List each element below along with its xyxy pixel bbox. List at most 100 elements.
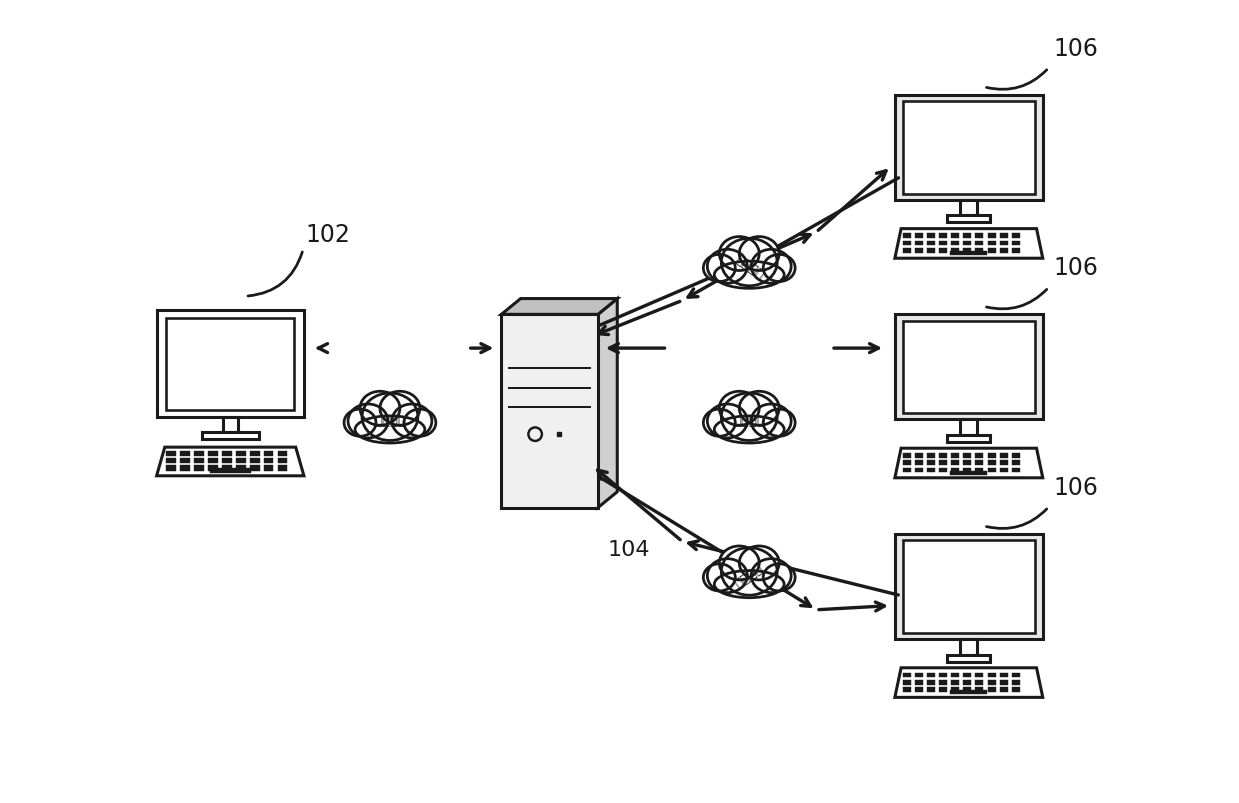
Bar	[927, 234, 935, 238]
Bar	[975, 468, 984, 473]
Bar	[948, 654, 990, 662]
Bar	[181, 459, 190, 463]
Text: 网络连接: 网络连接	[732, 561, 766, 590]
Bar	[987, 673, 996, 678]
Ellipse shape	[751, 559, 792, 593]
Bar	[264, 466, 274, 471]
Ellipse shape	[721, 393, 777, 441]
Bar	[202, 432, 259, 439]
Bar	[963, 234, 971, 238]
Bar	[1012, 249, 1020, 254]
Ellipse shape	[704, 564, 735, 591]
Bar	[952, 673, 959, 678]
Bar	[952, 687, 959, 692]
Ellipse shape	[740, 237, 779, 271]
Bar	[1012, 454, 1020, 458]
Bar	[1000, 454, 1007, 458]
Text: 网络连接: 网络连接	[732, 252, 766, 281]
Bar	[1012, 680, 1020, 685]
Bar	[939, 234, 947, 238]
Bar	[952, 242, 959, 247]
Bar	[975, 687, 984, 692]
Bar	[914, 461, 923, 466]
Bar	[1000, 249, 1007, 254]
Bar	[250, 451, 259, 456]
Bar	[195, 459, 204, 463]
Bar	[156, 311, 304, 418]
Bar	[963, 242, 971, 247]
Polygon shape	[598, 300, 617, 508]
Text: 网络连接: 网络连接	[733, 415, 766, 428]
Bar	[952, 468, 959, 473]
Bar	[278, 451, 287, 456]
Bar	[939, 680, 947, 685]
Ellipse shape	[763, 410, 795, 437]
Bar	[166, 451, 176, 456]
Bar	[166, 459, 176, 463]
Bar	[222, 451, 232, 456]
Ellipse shape	[404, 410, 436, 437]
Bar	[903, 687, 911, 692]
Bar	[963, 249, 971, 254]
Bar	[1012, 461, 1020, 466]
Bar	[952, 461, 959, 466]
Bar	[927, 673, 935, 678]
FancyArrowPatch shape	[248, 253, 302, 296]
Ellipse shape	[751, 250, 792, 284]
Bar	[939, 673, 947, 678]
Bar	[208, 466, 218, 471]
Bar	[235, 466, 245, 471]
Bar	[166, 466, 176, 471]
Bar	[235, 459, 245, 463]
Bar	[914, 234, 923, 238]
Ellipse shape	[721, 239, 777, 287]
Bar	[927, 249, 935, 254]
Bar	[914, 468, 923, 473]
Bar	[987, 454, 996, 458]
Bar	[963, 673, 971, 678]
FancyArrowPatch shape	[986, 71, 1047, 90]
Ellipse shape	[715, 416, 784, 443]
Text: 网络连接: 网络连接	[374, 415, 406, 428]
Bar	[987, 461, 996, 466]
Bar	[1012, 468, 1020, 473]
Bar	[1000, 468, 1007, 473]
Bar	[903, 468, 911, 473]
Ellipse shape	[715, 262, 784, 289]
Bar	[960, 639, 978, 654]
Bar	[950, 252, 987, 256]
Bar	[1000, 461, 1007, 466]
Polygon shape	[895, 668, 1043, 698]
Bar	[987, 249, 996, 254]
Bar	[987, 687, 996, 692]
Bar	[950, 471, 987, 475]
Bar	[1012, 242, 1020, 247]
Bar	[975, 242, 984, 247]
Bar	[975, 454, 984, 458]
Bar	[223, 418, 238, 432]
Bar	[914, 242, 923, 247]
Bar	[952, 249, 959, 254]
Bar	[927, 242, 935, 247]
Bar	[264, 451, 274, 456]
Bar	[963, 687, 971, 692]
Bar	[975, 249, 984, 254]
Bar	[1012, 687, 1020, 692]
Bar	[181, 466, 190, 471]
Bar	[903, 461, 911, 466]
Bar	[948, 435, 990, 442]
Bar	[195, 451, 204, 456]
Bar	[927, 454, 935, 458]
Ellipse shape	[356, 416, 425, 443]
Bar	[914, 680, 923, 685]
Ellipse shape	[720, 392, 760, 426]
Bar	[914, 249, 923, 254]
Text: 102: 102	[305, 223, 349, 247]
Bar	[963, 454, 971, 458]
Bar	[948, 216, 990, 223]
Bar	[166, 319, 294, 410]
Bar	[209, 469, 250, 473]
Bar	[895, 96, 1043, 201]
Bar	[960, 420, 978, 435]
Bar	[927, 680, 935, 685]
